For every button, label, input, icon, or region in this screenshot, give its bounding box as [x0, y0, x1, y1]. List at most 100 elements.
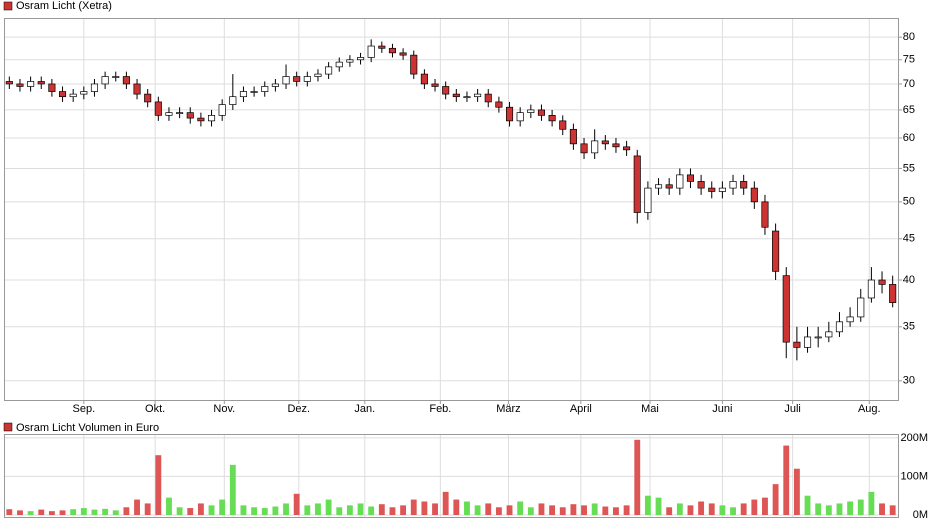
y-tick-label: 100M [900, 470, 928, 482]
candle-body [346, 59, 354, 63]
volume-bar [804, 495, 811, 515]
candle-body [378, 45, 386, 49]
x-tick-label: Sep. [73, 403, 96, 415]
chart-title: Osram Licht (Xetra) [16, 0, 112, 12]
legend-swatch [3, 422, 13, 432]
volume-bar [847, 501, 854, 515]
candle-body [527, 109, 535, 113]
candle-body [420, 73, 428, 85]
candle-body [16, 83, 24, 87]
volume-bar [283, 503, 289, 515]
volume-bar [229, 464, 236, 515]
candle-body [388, 47, 397, 54]
candle-body [686, 174, 695, 182]
y-tick-label: 55 [903, 162, 915, 174]
volume-bar [144, 503, 151, 515]
candle-body [793, 341, 801, 348]
candle-body [633, 155, 641, 213]
volume-bar [751, 499, 758, 515]
volume-bar [187, 508, 194, 515]
candle-body [58, 91, 67, 98]
y-tick-label: 60 [903, 132, 915, 144]
volume-bar [304, 505, 311, 515]
candle-body [239, 91, 248, 98]
candle-body [282, 76, 290, 85]
candle-body [708, 187, 716, 192]
y-tick-label: 80 [903, 31, 915, 43]
volume-bar [70, 509, 77, 515]
volume-bar [410, 499, 417, 515]
candle-body [463, 96, 471, 99]
volume-title: Osram Licht Volumen in Euro [16, 422, 159, 434]
volume-bar [464, 501, 470, 515]
volume-bar [527, 507, 534, 515]
volume-bar [570, 504, 577, 515]
candle-body [495, 101, 503, 108]
volume-bar [815, 503, 822, 515]
volume-bar [251, 507, 258, 515]
candle-body [772, 230, 780, 272]
candle-body [676, 174, 684, 189]
volume-bar [708, 503, 715, 515]
volume-bar [762, 497, 768, 515]
volume-bar [378, 504, 385, 515]
volume-bar [495, 507, 502, 515]
volume-bar [644, 495, 651, 515]
candle-body [303, 76, 311, 82]
volume-bar [453, 499, 460, 515]
volume-bar [368, 506, 375, 515]
candle-body [697, 181, 705, 189]
volume-bar [538, 503, 545, 515]
x-tick-label: Dez. [287, 403, 310, 415]
volume-bar [293, 493, 300, 515]
x-tick-label: Mai [641, 403, 659, 415]
volume-bar [793, 468, 800, 515]
volume-bar [208, 505, 215, 515]
candle-body [750, 187, 758, 203]
volume-bar [868, 491, 875, 515]
candle-body [218, 104, 226, 116]
volume-bar [400, 505, 407, 515]
volume-bar [602, 506, 609, 515]
candle-body [261, 86, 269, 92]
candle-body [825, 331, 833, 338]
volume-bar [325, 499, 332, 515]
volume-bar [155, 455, 162, 515]
candle-body [623, 146, 631, 151]
y-tick-label: 0M [913, 509, 928, 521]
candle-body [37, 81, 45, 85]
volume-bar [102, 508, 109, 515]
volume-bar [879, 503, 885, 515]
volume-bar [772, 484, 779, 515]
volume-bar [421, 501, 428, 515]
candle-body [803, 336, 812, 348]
candle-body [612, 143, 620, 148]
volume-bar [240, 505, 247, 515]
volume-bar [219, 499, 226, 515]
x-tick-label: Juni [712, 403, 732, 415]
candle-body [122, 76, 130, 85]
candle-body [601, 140, 609, 145]
volume-frame [4, 434, 899, 518]
candle-body [857, 297, 865, 318]
volume-bar [315, 503, 321, 515]
candle-body [112, 76, 120, 78]
legend-swatch [3, 1, 13, 11]
volume-bar [346, 505, 353, 515]
candle-body [399, 52, 407, 56]
x-tick-label: Nov. [213, 403, 235, 415]
volume-bar [17, 510, 23, 515]
candle-body [431, 83, 439, 87]
candle-body [335, 61, 343, 68]
candle-body [846, 316, 854, 323]
volume-bar [676, 503, 683, 515]
candle-body [484, 93, 492, 103]
candle-body [452, 93, 460, 98]
volume-bar [485, 503, 492, 515]
volume-bar [80, 508, 87, 515]
candle-body [516, 112, 524, 122]
candle-body [782, 275, 790, 343]
candle-body [314, 73, 322, 77]
volume-bar [38, 509, 45, 515]
